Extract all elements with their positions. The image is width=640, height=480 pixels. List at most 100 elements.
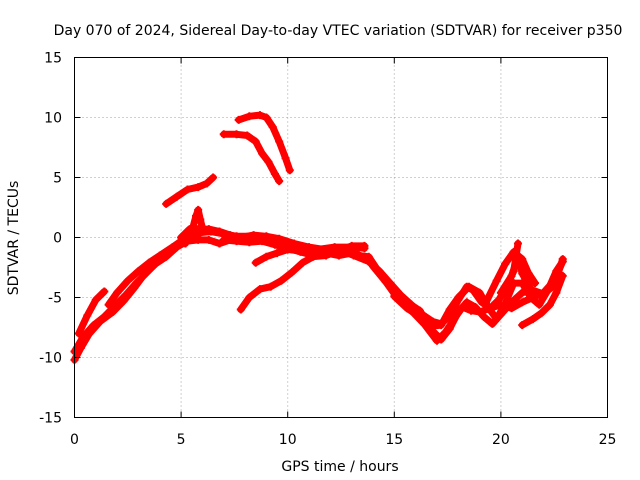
y-tick-label: 10: [44, 111, 62, 127]
data-point: [89, 321, 98, 330]
data-point: [298, 258, 307, 267]
data-point: [526, 293, 535, 302]
data-point: [187, 227, 196, 236]
data-point: [513, 239, 522, 248]
data-point: [155, 251, 164, 260]
x-tick-label: 5: [177, 432, 186, 448]
data-point: [526, 285, 535, 294]
x-tick-label: 10: [279, 432, 297, 448]
data-point: [518, 269, 527, 278]
data-point: [309, 251, 318, 260]
data-point: [415, 312, 424, 321]
data-point: [111, 301, 120, 310]
series-line: [75, 288, 108, 337]
axis-ticks: [74, 57, 608, 418]
data-point: [347, 249, 356, 258]
plot-frame: [74, 57, 608, 418]
data-point: [249, 231, 258, 240]
data-point: [113, 288, 122, 297]
data-point: [215, 239, 224, 248]
data-point: [79, 333, 88, 342]
data-point: [390, 292, 399, 301]
data-point: [518, 321, 527, 330]
data-point: [183, 185, 192, 194]
data-point: [334, 251, 343, 260]
data-point: [219, 235, 228, 244]
data-point: [507, 271, 516, 280]
series-trace-8: [390, 257, 567, 331]
data-point: [245, 238, 254, 247]
data-point: [204, 235, 213, 244]
data-point: [273, 249, 282, 258]
series-trace-10: [496, 252, 535, 297]
data-point: [104, 300, 113, 309]
data-point: [287, 268, 296, 277]
data-point: [454, 293, 463, 302]
data-point: [198, 223, 207, 232]
data-point: [496, 288, 505, 297]
data-point: [518, 298, 527, 307]
data-point: [142, 268, 151, 277]
data-point: [91, 295, 100, 304]
data-point: [283, 244, 292, 253]
series-trace-11: [518, 271, 567, 330]
data-point: [234, 115, 243, 124]
data-point: [537, 309, 546, 318]
data-point: [492, 276, 501, 285]
y-tick-label: 0: [53, 231, 62, 247]
y-tick-label: 5: [53, 171, 62, 187]
data-point: [121, 291, 130, 300]
data-point: [264, 157, 273, 166]
series-trace-14: [219, 235, 369, 261]
data-point: [501, 299, 510, 308]
grid: [74, 57, 608, 418]
data-point: [464, 282, 473, 291]
data-point: [290, 239, 299, 248]
data-point: [194, 235, 203, 244]
data-point: [368, 262, 377, 271]
data-point: [275, 177, 284, 186]
series-trace-4: [104, 237, 186, 309]
data-point: [458, 303, 467, 312]
data-point: [258, 149, 267, 158]
data-point: [488, 319, 497, 328]
x-tick-labels: 0 5 10 15 20 25: [70, 432, 616, 448]
data-point: [275, 137, 284, 146]
series-trace-16: [162, 173, 218, 208]
x-axis-label: GPS time / hours: [281, 459, 398, 475]
data-point: [177, 233, 186, 242]
series-trace-15: [181, 205, 207, 248]
data-point: [437, 321, 446, 330]
data-point: [219, 130, 228, 139]
data-point: [360, 241, 369, 250]
data-point: [100, 312, 109, 321]
data-point: [403, 304, 412, 313]
data-point: [194, 205, 203, 214]
series-trace-17: [219, 130, 284, 186]
data-point: [172, 192, 181, 201]
data-point: [462, 298, 471, 307]
data-point: [245, 293, 254, 302]
data-point: [204, 225, 213, 234]
data-point: [543, 286, 552, 295]
y-axis-label: SDTVAR / TECUs: [6, 181, 22, 296]
data-point: [552, 267, 561, 276]
data-point: [181, 239, 190, 248]
x-tick-label: 15: [385, 432, 403, 448]
data-point: [322, 249, 331, 258]
data-point: [360, 252, 369, 261]
series-trace-9: [481, 247, 540, 307]
data-point: [243, 131, 252, 140]
data-point: [481, 298, 490, 307]
data-point: [513, 252, 522, 261]
data-point: [202, 179, 211, 188]
data-point: [467, 306, 476, 315]
data-point: [245, 112, 254, 121]
data-point: [449, 315, 458, 324]
data-point: [83, 311, 92, 320]
data-point: [162, 199, 171, 208]
data-point: [209, 173, 218, 182]
data-point: [432, 336, 441, 345]
data-point: [194, 183, 203, 192]
